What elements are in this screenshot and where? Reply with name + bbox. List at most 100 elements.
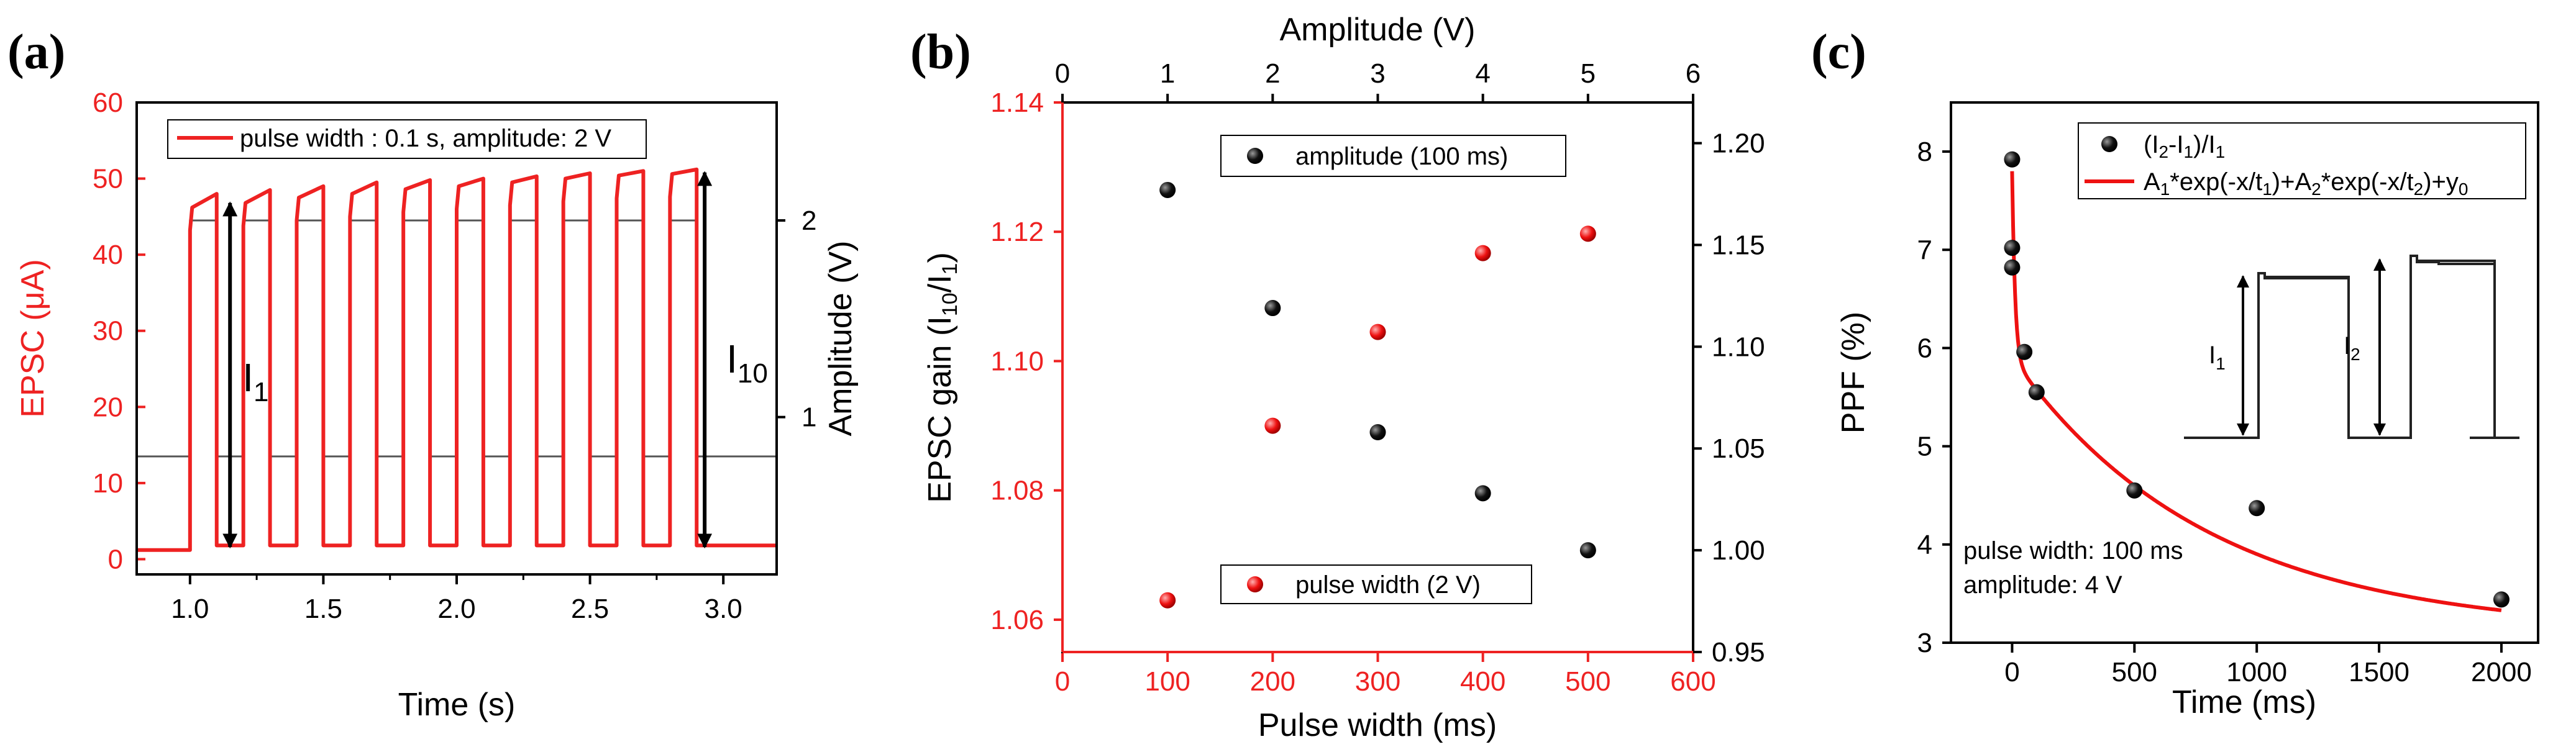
x-tick-label: 1.0 [171,594,209,624]
y-tick-label: 5 [1917,432,1932,462]
y-tick-label: 7 [1917,235,1932,265]
x2-tick-label: 2 [1265,58,1280,89]
x-tick-label: 3.0 [705,594,742,624]
panel-c-xlabel: Time (ms) [2172,684,2316,720]
x-tick-label: 1.5 [304,594,342,624]
pulse-width-point [1264,417,1281,434]
panel-b-xlabel: Pulse width (ms) [1258,707,1497,743]
x-tick-label: 0 [1055,666,1070,697]
panel-c-frame [1950,101,2539,644]
x2-tick-label: 6 [1686,58,1701,89]
y-tick-label: 30 [93,316,123,347]
amplitude-point [1264,300,1281,317]
panel-b-ylabel: EPSC gain (I10/I1) [922,252,962,503]
amplitude-point [1159,181,1176,198]
panel-a-y2label: Amplitude (V) [823,241,859,437]
ppf-point [2028,384,2045,401]
x-tick-label: 600 [1670,666,1715,697]
y-tick-label: 10 [93,468,123,499]
legend-marker-red [1247,576,1263,592]
y-tick-label: 4 [1917,530,1932,560]
y2-tick-label: 1.15 [1712,230,1765,260]
pulse-width-point [1369,324,1386,340]
panel-b-letter: (b) [910,25,971,79]
panel-a-legend-label: pulse width : 0.1 s, amplitude: 2 V [240,125,611,152]
y2-tick-label: 1.10 [1712,332,1765,362]
panel-a-frame [135,101,778,576]
panel-c-legend-fit-label: A1*exp(-x/t1)+A2*exp(-x/t2)+y0 [2144,168,2469,199]
inset-label-i2: I2 [2344,332,2360,364]
voltage-trace [137,219,777,458]
pulse-width-point [1474,245,1491,261]
ppf-point [2126,482,2143,499]
epsc-trace [137,167,777,552]
panel-b-legend-pulse: pulse width (2 V) [1220,564,1532,604]
inset-label-i1: I1 [2209,342,2226,373]
y2-tick-label: 0.95 [1712,637,1765,668]
y-tick-label: 1.10 [990,346,1044,376]
x-tick-label: 200 [1250,666,1295,697]
panel-a-ylabel: EPSC (μA) [15,259,51,417]
panel-a-annotations: I1 I10 [222,171,768,549]
amplitude-point [1474,485,1491,502]
x-tick-label: 2.5 [571,594,609,624]
y-tick-label: 1.14 [990,88,1044,118]
amplitude-point [1369,424,1386,440]
panel-c-points [2004,151,2510,608]
x2-tick-label: 4 [1475,58,1490,89]
legend-marker-black [1247,148,1263,164]
x-tick-label: 500 [1565,666,1610,697]
y2-tick-label: 1.20 [1712,129,1765,159]
current-label: I10 [726,337,768,389]
x-tick-label: 100 [1144,666,1190,697]
panel-a-xlabel: Time (s) [398,687,516,723]
panel-c-legend-scatter-label: (I2-I1)/I1 [2144,131,2225,161]
panel-b-points [1159,181,1596,609]
inset-waveform-outline [2184,255,2519,439]
y2-tick-label: 1.00 [1712,535,1765,566]
panel-c-note-pulse: pulse width: 100 ms [1963,537,2183,564]
x2-tick-label: 1 [1160,58,1175,89]
amplitude-point [1579,542,1596,559]
x-tick-label: 2.0 [437,594,475,624]
y-tick-label: 20 [93,392,123,422]
panel-c-fit-curve [2010,171,2502,612]
y-tick-label: 50 [93,164,123,194]
panel-b-legend-amplitude: amplitude (100 ms) [1220,135,1566,177]
panel-a-legend: pulse width : 0.1 s, amplitude: 2 V [167,119,647,159]
panel-b-ticks: 0 100 200 300 400 500 600 0 1 2 3 4 5 6 1.06 1.08 1.10 1.… [990,58,1765,697]
y2-tick-label: 1 [802,402,816,433]
panel-b-legend-pulse-label: pulse width (2 V) [1295,571,1481,599]
y2-tick-label: 1.05 [1712,433,1765,464]
x-tick-label: 1000 [2226,657,2287,687]
x-tick-label: 300 [1355,666,1400,697]
x-tick-label: 1500 [2349,657,2409,687]
pulse-width-point [1159,592,1176,609]
panel-c: (c) 0 500 1000 1500 2000 3 4 5 6 7 8 (I2-I1)/I1 A1… [1811,25,2539,720]
x-tick-label: 400 [1460,666,1505,697]
panel-c-letter: (c) [1811,25,1866,79]
current-label: I1 [242,355,268,407]
panel-b: (b) 0 100 200 300 400 500 600 0 1 2 3 4 5 6 1.06 1.08 1.… [910,12,1765,743]
y-tick-label: 60 [93,88,123,118]
pulse-width-point [1579,225,1596,242]
panel-c-ticks: 0 500 1000 1500 2000 3 4 5 6 7 8 [1917,137,2532,687]
ppf-point [2004,259,2021,276]
y-tick-label: 8 [1917,137,1932,167]
panel-c-legend: (I2-I1)/I1 A1*exp(-x/t1)+A2*exp(-x/t2)+y… [2078,122,2526,199]
x2-tick-label: 5 [1581,58,1596,89]
panel-a: (a) 0 10 20 30 40 50 60 1 2 1.0 1.5 2.0 2.5 3.0 pulse… [7,25,859,723]
panel-b-x2label: Amplitude (V) [1280,12,1476,48]
panel-a-letter: (a) [7,25,65,79]
panel-a-traces [137,167,777,552]
x2-tick-label: 3 [1370,58,1385,89]
ppf-point [2493,591,2510,608]
x-tick-label: 2000 [2471,657,2532,687]
legend-marker-black [2101,136,2117,152]
y-tick-label: 1.06 [990,605,1044,635]
y-tick-label: 0 [108,544,123,574]
ppf-point [2249,500,2265,517]
y-tick-label: 6 [1917,333,1932,363]
ppf-point [2016,343,2033,360]
